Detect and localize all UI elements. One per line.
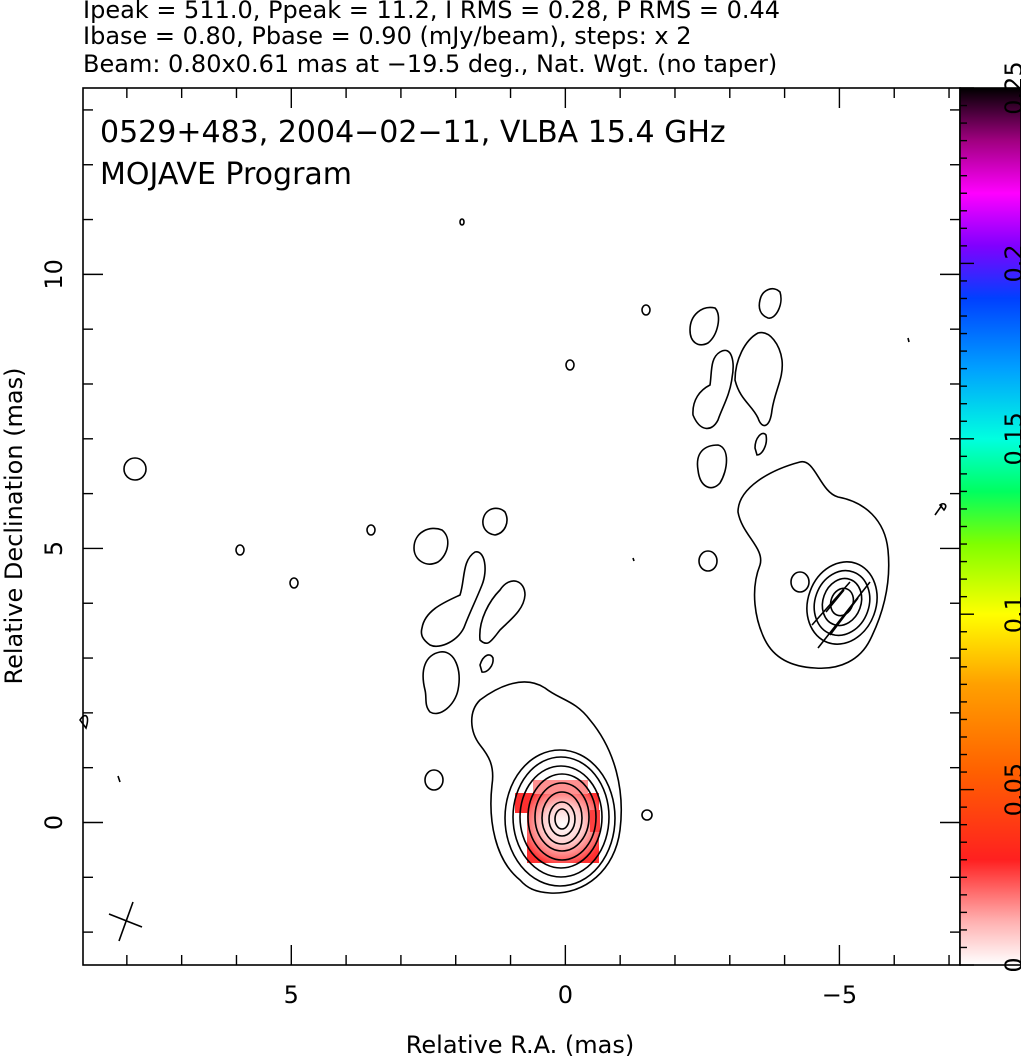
axis-tick-labels: 5 0 −5 0 5 10 — [40, 259, 857, 1009]
colorbar-tick-label: 0.2 — [1000, 244, 1021, 282]
x-axis-label: Relative R.A. (mas) — [406, 1031, 634, 1059]
jet-blob — [934, 503, 947, 516]
jet-component-contour — [821, 577, 863, 627]
y-tick-label: 10 — [40, 259, 68, 290]
colorbar-tick-labels: 0 0.05 0.1 0.15 0.2 0.25 — [1000, 61, 1021, 972]
jet-blob — [734, 331, 784, 427]
jet-blob — [117, 775, 121, 783]
core-outer-contour — [470, 681, 623, 894]
jet-blob — [424, 769, 444, 791]
jet-blob — [482, 507, 508, 536]
jet-outer-contour — [737, 461, 890, 670]
jet-blob — [420, 551, 486, 647]
jet-blob — [413, 527, 449, 565]
pol-vector — [811, 581, 871, 649]
beam-ellipse-cross — [108, 901, 143, 942]
jet-component-contour — [806, 561, 878, 645]
jet-blob — [641, 809, 653, 821]
header-line-3: Beam: 0.80x0.61 mas at −19.5 deg., Nat. … — [83, 50, 778, 78]
intensity-contours — [79, 218, 947, 894]
axis-ticks — [83, 88, 960, 965]
jet-blob — [698, 550, 718, 572]
header-line-1: Ipeak = 511.0, Ppeak = 11.2, I RMS = 0.2… — [83, 0, 781, 24]
jet-blob — [758, 288, 782, 319]
jet-blob — [366, 524, 376, 536]
jet-blob — [689, 306, 720, 346]
jet-blob — [641, 304, 651, 316]
jet-blob — [692, 349, 734, 430]
core-contours — [504, 749, 616, 887]
jet-blob — [235, 544, 245, 556]
chart-title-line-1: 0529+483, 2004−02−11, VLBA 15.4 GHz — [100, 115, 726, 150]
x-tick-label: 5 — [284, 981, 299, 1009]
jet-blob — [123, 457, 147, 481]
colorbar — [960, 88, 1021, 965]
jet-component-contour — [813, 569, 871, 637]
colorbar-tick-label: 0.1 — [1000, 595, 1021, 633]
header-line-2: Ibase = 0.80, Pbase = 0.90 (mJy/beam), s… — [83, 22, 692, 50]
jet-blob — [459, 218, 465, 226]
x-tick-label: 0 — [558, 981, 573, 1009]
jet-blob — [479, 580, 526, 645]
y-tick-label: 5 — [40, 541, 68, 556]
jet-blob — [754, 432, 768, 456]
jet-blob — [632, 557, 635, 562]
y-tick-label: 0 — [40, 815, 68, 830]
colorbar-tick-label: 0.15 — [1000, 412, 1021, 465]
jet-blob — [422, 651, 460, 715]
colorbar-ticks — [960, 87, 974, 966]
chart-title-line-2: MOJAVE Program — [100, 157, 352, 192]
jet-blob — [907, 337, 910, 343]
x-tick-label: −5 — [822, 981, 857, 1009]
jet-blob — [289, 577, 299, 589]
colorbar-tick-label: 0.25 — [1000, 61, 1021, 114]
colorbar-tick-label: 0 — [1000, 957, 1021, 972]
jet-blob — [479, 654, 494, 673]
jet-blob — [790, 571, 810, 593]
jet-blob — [565, 359, 575, 371]
jet-blob — [79, 714, 89, 730]
y-axis-label: Relative Declination (mas) — [0, 367, 28, 684]
jet-blob — [696, 444, 728, 489]
colorbar-tick-label: 0.05 — [1000, 763, 1021, 816]
